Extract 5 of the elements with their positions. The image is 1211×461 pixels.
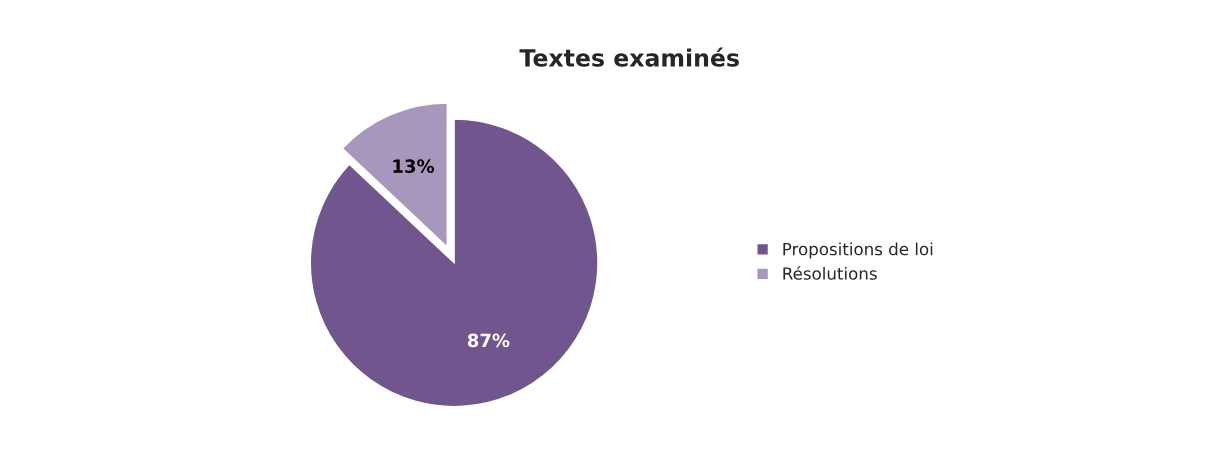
- data-label: 87%: [467, 333, 510, 348]
- legend-label: Propositions de loi: [783, 242, 933, 259]
- data-label: 13%: [393, 159, 435, 173]
- legend-label: Résolutions: [783, 266, 877, 280]
- chart-title: Textes examinés: [519, 47, 739, 67]
